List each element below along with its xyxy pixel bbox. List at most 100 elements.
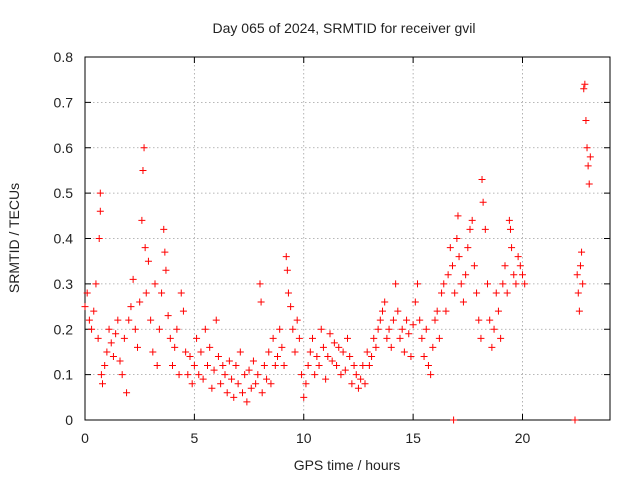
- data-point: [190, 362, 198, 370]
- data-point: [313, 352, 321, 360]
- data-point: [453, 235, 461, 242]
- data-point: [125, 316, 133, 324]
- data-point: [418, 334, 426, 342]
- data-point: [83, 289, 91, 297]
- data-point: [477, 334, 485, 342]
- y-tick-label: 0.6: [54, 140, 74, 156]
- data-point: [96, 207, 104, 215]
- data-point: [416, 316, 424, 324]
- data-point: [354, 384, 362, 392]
- data-point: [486, 316, 494, 324]
- data-point: [424, 362, 432, 370]
- data-point: [580, 85, 588, 93]
- data-point: [158, 289, 166, 297]
- data-point: [328, 357, 336, 365]
- data-point: [114, 316, 122, 324]
- x-tick-label: 0: [81, 430, 89, 446]
- data-point: [352, 371, 360, 379]
- data-point: [499, 280, 507, 288]
- data-point: [257, 298, 265, 306]
- data-point: [120, 334, 128, 342]
- data-point: [315, 362, 323, 370]
- data-point: [236, 348, 244, 356]
- data-point: [265, 348, 273, 356]
- y-axis-ticks: 0 0.1 0.2 0.3 0.4 0.5 0.6 0.7 0.8: [54, 49, 610, 428]
- data-point: [420, 352, 428, 360]
- data-point: [446, 244, 454, 252]
- y-tick-label: 0.5: [54, 185, 74, 201]
- data-point: [337, 371, 345, 379]
- data-point: [284, 289, 292, 297]
- data-point: [136, 298, 144, 306]
- data-point: [575, 307, 583, 315]
- data-point: [186, 352, 194, 360]
- data-point: [166, 334, 174, 342]
- data-point: [585, 180, 593, 188]
- data-point: [177, 289, 185, 297]
- data-point: [225, 357, 233, 365]
- data-point: [584, 162, 592, 170]
- data-point: [357, 375, 365, 383]
- y-tick-label: 0.8: [54, 49, 74, 65]
- data-point: [306, 348, 314, 356]
- data-point: [276, 325, 284, 333]
- data-point: [199, 375, 207, 383]
- data-point: [433, 307, 441, 315]
- data-point: [341, 366, 349, 374]
- data-point: [249, 357, 257, 365]
- data-point: [574, 289, 582, 297]
- data-point: [571, 416, 579, 424]
- data-point: [398, 325, 406, 333]
- data-point: [330, 339, 338, 347]
- data-point: [505, 216, 513, 224]
- grid-lines: [85, 57, 610, 420]
- data-point: [449, 262, 456, 270]
- data-point: [280, 362, 288, 370]
- data-point: [481, 225, 489, 233]
- data-point: [228, 375, 236, 383]
- data-point: [282, 253, 290, 261]
- data-point: [97, 371, 105, 379]
- data-point: [173, 325, 181, 333]
- x-axis-ticks: 0 5 10 15 20: [81, 57, 530, 446]
- data-point: [223, 389, 231, 397]
- data-point: [374, 325, 382, 333]
- data-point: [254, 371, 262, 379]
- data-point: [160, 225, 168, 233]
- data-point: [407, 352, 415, 360]
- data-point: [396, 334, 404, 342]
- data-point: [85, 316, 93, 324]
- data-point: [326, 330, 334, 338]
- data-point: [468, 216, 476, 224]
- data-point: [586, 153, 594, 161]
- data-point: [339, 348, 347, 356]
- x-axis-label: GPS time / hours: [294, 457, 401, 473]
- data-point: [473, 289, 481, 297]
- data-point: [96, 189, 104, 197]
- data-point: [105, 325, 113, 333]
- data-point: [333, 362, 341, 370]
- data-point: [230, 393, 238, 401]
- data-point: [107, 339, 115, 347]
- data-point: [252, 380, 260, 388]
- x-tick-label: 10: [296, 430, 312, 446]
- data-point: [503, 289, 511, 297]
- data-point: [370, 334, 378, 342]
- data-point: [409, 321, 417, 329]
- data-point: [429, 343, 437, 351]
- data-point: [188, 380, 196, 388]
- data-point: [162, 266, 170, 274]
- data-point: [221, 371, 229, 379]
- plot-frame: [84, 56, 611, 421]
- data-point: [149, 348, 157, 356]
- data-point: [293, 316, 301, 324]
- data-point: [372, 343, 380, 351]
- data-point: [197, 348, 205, 356]
- data-point: [81, 303, 89, 311]
- data-point: [258, 389, 266, 397]
- data-point: [392, 280, 400, 288]
- data-point: [241, 371, 249, 379]
- data-point: [376, 316, 384, 324]
- data-point: [579, 280, 587, 288]
- data-point: [232, 362, 240, 370]
